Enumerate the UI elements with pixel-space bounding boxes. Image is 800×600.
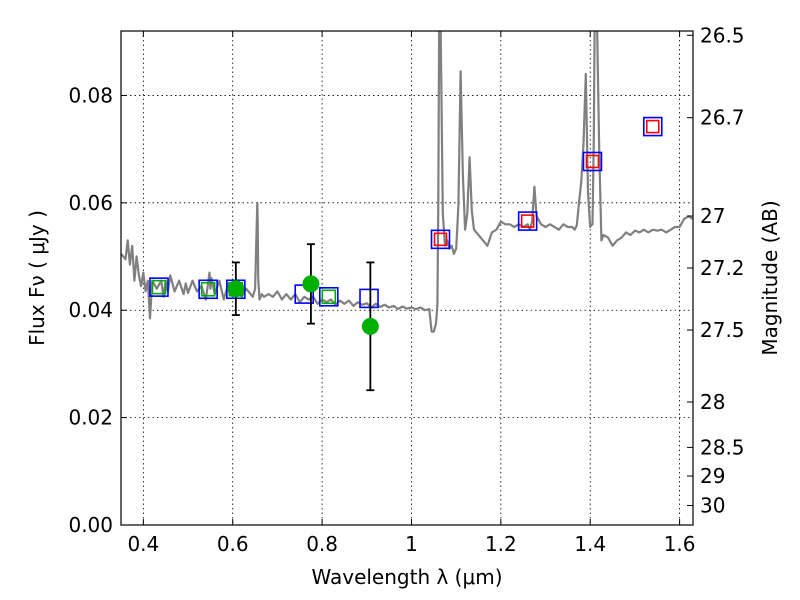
- plot-frame: [120, 30, 694, 526]
- y2-tick-label: 27: [700, 204, 725, 228]
- y-tick-label: 0.06: [68, 191, 113, 215]
- y2-tick-label: 27.5: [700, 318, 745, 342]
- green-square-marker: [321, 289, 337, 305]
- blue-square-marker: [517, 211, 538, 231]
- green-point: [227, 280, 245, 298]
- blue-square-marker: [642, 116, 663, 137]
- x-tick-label: 0.8: [306, 532, 338, 556]
- x-tick-label: 1.4: [574, 532, 606, 556]
- y-tick-label: 0.08: [68, 83, 113, 107]
- y2-tick-label: 28.5: [700, 435, 745, 459]
- blue-square-marker: [582, 151, 603, 172]
- x-tick-label: 1.6: [664, 532, 696, 556]
- red-square-marker: [585, 154, 600, 169]
- y-tick-label: 0.02: [68, 406, 113, 430]
- green-square-marker: [151, 279, 167, 295]
- x-tick-label: 1.2: [485, 532, 517, 556]
- x-tick-label: 0.4: [127, 532, 159, 556]
- red-square-marker: [433, 232, 448, 247]
- y2-tick-label: 26.5: [700, 23, 745, 47]
- green-point: [361, 317, 379, 335]
- x-tick-label: 0.6: [217, 532, 249, 556]
- y2-tick-label: 27.2: [700, 256, 745, 280]
- y2-tick-label: 26.7: [700, 106, 745, 130]
- blue-square-marker: [430, 229, 451, 250]
- y-tick-label: 0.00: [68, 513, 113, 537]
- grid: [121, 31, 693, 525]
- errorbar-layer: [227, 243, 379, 392]
- spectrum-line: [121, 31, 693, 333]
- y-axis-title: Flux Fν ( μJy ): [25, 210, 49, 346]
- ticks: 0.4 0.6 0.8 1 1.2 1.4 1.6 0.00 0.02 0.04 0.06 0.08 2…: [68, 23, 744, 556]
- y2-tick-label: 30: [700, 494, 725, 518]
- y2-tick-label: 29: [700, 464, 725, 488]
- green-square-marker: [200, 281, 216, 297]
- y2-tick-label: 28: [700, 390, 725, 414]
- red-square-marker: [520, 214, 535, 228]
- x-tick-label: 1: [405, 532, 418, 556]
- blue-square-marker: [149, 277, 169, 297]
- blue-square-marker: [359, 288, 379, 309]
- green-point: [302, 275, 320, 293]
- red-square-marker: [645, 119, 660, 134]
- blue-square-marker: [318, 286, 339, 307]
- y2-axis-title: Magnitude (AB): [758, 200, 782, 355]
- y-tick-label: 0.04: [68, 298, 113, 322]
- blue-square-marker: [198, 279, 218, 300]
- x-axis-title: Wavelength λ (μm): [311, 565, 502, 589]
